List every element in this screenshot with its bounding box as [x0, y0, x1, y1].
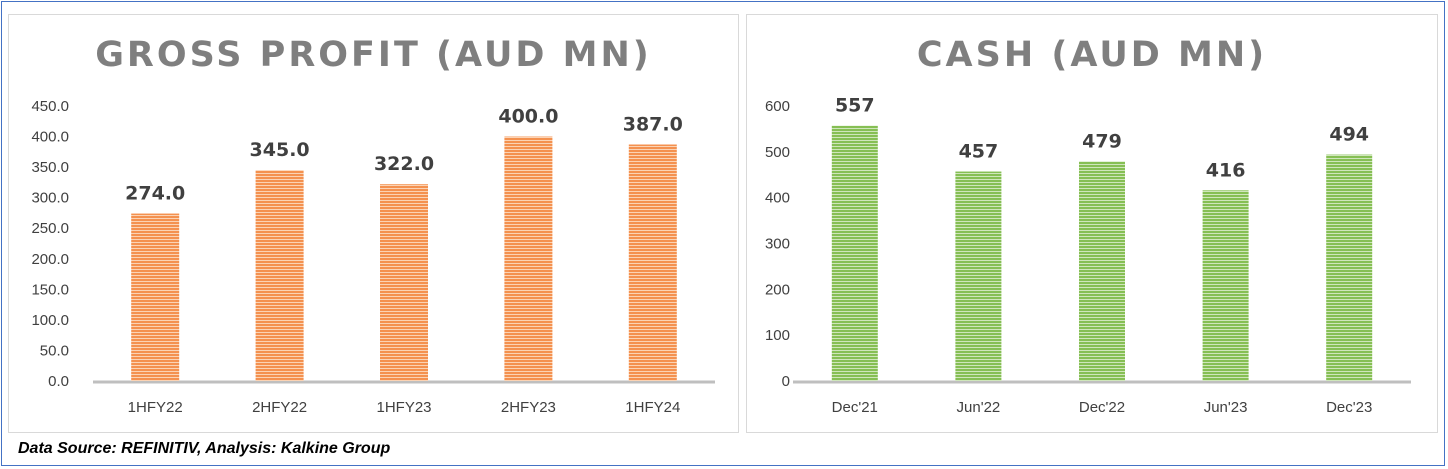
chart-title: GROSS PROFIT (AUD MN)	[95, 35, 652, 75]
bar	[380, 184, 428, 381]
bar	[1326, 154, 1373, 381]
category-label: 2HFY23	[501, 399, 556, 416]
data-label: 274.0	[125, 183, 185, 205]
y-tick-label: 200	[765, 281, 790, 298]
bar	[131, 213, 180, 381]
y-tick-label: 600	[765, 98, 790, 115]
data-label: 457	[959, 141, 999, 163]
bar	[504, 136, 553, 381]
data-label: 416	[1206, 159, 1246, 181]
y-tick-label: 300.0	[31, 190, 69, 207]
y-tick-label: 0.0	[48, 373, 69, 390]
y-tick-label: 150.0	[31, 281, 69, 298]
category-label: 1HFY24	[625, 399, 680, 416]
y-tick-label: 100	[765, 327, 790, 344]
y-tick-label: 250.0	[31, 220, 69, 237]
data-label: 494	[1329, 124, 1369, 146]
bar	[628, 144, 677, 381]
bar	[831, 125, 878, 381]
bar	[955, 171, 1002, 381]
data-source-note: Data Source: REFINITIV, Analysis: Kalkin…	[18, 440, 391, 457]
category-label: 1HFY22	[128, 399, 183, 416]
y-tick-label: 0	[782, 373, 790, 390]
y-tick-label: 500	[765, 144, 790, 161]
data-label: 322.0	[374, 153, 434, 175]
y-tick-label: 350.0	[31, 159, 69, 176]
category-label: Dec'23	[1326, 399, 1372, 416]
category-label: Dec'21	[832, 399, 878, 416]
cash-chart: CASH (AUD MN) 0 100 200 300 400 500 600 557 Dec'…	[746, 14, 1438, 433]
y-tick-label: 100.0	[31, 312, 69, 329]
category-label: Jun'22	[957, 399, 1001, 416]
y-tick-label: 50.0	[40, 342, 69, 359]
cash-plot: 0 100 200 300 400 500 600 557 Dec'21 457 Jun'22 479…	[765, 95, 1411, 416]
category-label: 1HFY23	[376, 399, 431, 416]
data-label: 400.0	[498, 106, 558, 128]
category-label: 2HFY22	[252, 399, 307, 416]
y-tick-label: 400	[765, 190, 790, 207]
data-label: 345.0	[250, 139, 310, 161]
data-label: 387.0	[623, 114, 683, 136]
y-tick-label: 300	[765, 236, 790, 253]
gross-profit-plot: 0.0 50.0 100.0 150.0 200.0 250.0 300.0 350.0 400…	[31, 98, 715, 416]
y-tick-label: 200.0	[31, 251, 69, 268]
category-label: Dec'22	[1079, 399, 1125, 416]
y-tick-label: 450.0	[31, 98, 69, 115]
data-label: 479	[1082, 130, 1122, 152]
gross-profit-chart: GROSS PROFIT (AUD MN) 0.0 50.0 100.0 150.0 2…	[8, 14, 739, 433]
category-label: Jun'23	[1204, 399, 1248, 416]
bar	[255, 170, 304, 381]
y-tick-label: 400.0	[31, 129, 69, 146]
bar	[1079, 161, 1125, 381]
data-label: 557	[835, 95, 875, 117]
bar	[1202, 190, 1249, 381]
chart-title: CASH (AUD MN)	[916, 35, 1268, 75]
